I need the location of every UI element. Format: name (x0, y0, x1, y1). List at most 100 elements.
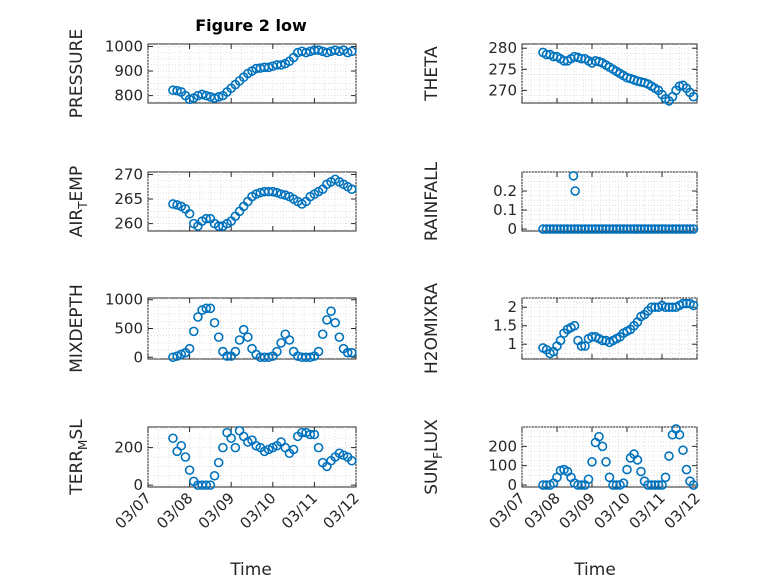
data-point (188, 326, 199, 337)
y-axis-label: H2OMIXRA (422, 283, 442, 374)
y-tick-label: 270 (114, 165, 143, 183)
subplot-pressure: 800 900 1000 PRESSURE (67, 29, 357, 118)
y-tick-label: 0.2 (493, 182, 517, 200)
data-point (251, 189, 261, 199)
data-point (172, 85, 182, 96)
data-point (213, 92, 224, 102)
data-point (541, 224, 552, 234)
data-point (168, 199, 178, 209)
data-point (230, 346, 241, 357)
data-point (276, 189, 286, 199)
data-point (334, 332, 345, 342)
data-point (664, 451, 674, 461)
data-point (276, 338, 286, 348)
y-axis-label-subscript: F (431, 452, 445, 459)
data-point (218, 442, 228, 453)
data-point (184, 465, 195, 475)
data-point (618, 224, 629, 234)
data-point (646, 224, 657, 234)
data-point (322, 47, 332, 58)
y-tick-label: 280 (488, 39, 517, 57)
x-tick-label: 03/09 (556, 489, 599, 532)
data-point (263, 352, 274, 363)
data-point (342, 347, 353, 358)
data-point (674, 429, 685, 440)
y-tick-label: 0 (507, 220, 517, 238)
data-point (272, 187, 282, 198)
y-axis-label: AIRTEMP (67, 166, 90, 237)
y-axis-label-main: AIR (67, 209, 87, 238)
data-point (643, 480, 653, 490)
data-point (576, 224, 587, 234)
x-tick-label: 03/08 (521, 489, 564, 532)
data-point (317, 329, 328, 340)
data-point (205, 480, 216, 490)
x-axis-label-right: Time (573, 560, 616, 580)
data-point (267, 186, 278, 197)
data-point (559, 224, 569, 234)
y-axis-label: TERRMSL (67, 419, 90, 496)
data-point (566, 224, 576, 234)
y-tick-label: 265 (114, 190, 143, 208)
data-point (639, 224, 650, 234)
data-point (272, 346, 282, 357)
data-point (678, 298, 688, 309)
x-tick-label: 03/08 (153, 489, 196, 532)
y-axis-label-main: PRESSURE (67, 29, 87, 118)
data-point (576, 341, 587, 351)
data-point (305, 429, 316, 440)
data-point (347, 46, 357, 57)
y-axis-label-tail: LUX (422, 419, 442, 452)
data-point (587, 457, 597, 467)
data-point (276, 60, 286, 70)
data-point (685, 224, 695, 234)
y-tick-label: 1.5 (493, 317, 517, 335)
y-tick-label: 500 (114, 320, 143, 338)
data-point (601, 457, 611, 467)
data-point (569, 224, 580, 234)
y-tick-label: 0 (507, 476, 517, 494)
y-tick-label: 0 (133, 348, 143, 366)
data-point (545, 224, 555, 234)
data-point (552, 224, 562, 234)
data-point (608, 224, 618, 234)
data-point (664, 224, 674, 234)
data-point (622, 464, 632, 475)
data-point (309, 429, 320, 440)
data-point (583, 224, 594, 234)
data-point (184, 208, 195, 219)
data-point (168, 433, 178, 444)
data-point (688, 224, 699, 234)
data-point (646, 480, 657, 490)
y-axis-label-main: MIXDEPTH (67, 284, 87, 373)
data-point (313, 45, 324, 55)
data-point (347, 347, 357, 358)
data-point (184, 343, 195, 354)
x-tick-label: 03/11 (626, 489, 669, 532)
x-tick-label: 03/12 (320, 489, 363, 532)
y-axis-label: MIXDEPTH (67, 284, 87, 373)
data-point (347, 184, 357, 195)
data-point (653, 224, 664, 234)
data-point (538, 224, 548, 234)
data-point (301, 47, 311, 58)
data-point (587, 224, 597, 234)
y-tick-label: 275 (488, 60, 517, 78)
data-point (201, 303, 212, 314)
x-tick-label: 03/07 (112, 489, 155, 532)
data-point (209, 93, 220, 103)
y-axis-label-main: H2OMIXRA (422, 283, 442, 374)
data-point (632, 224, 643, 234)
data-point (660, 472, 671, 483)
data-point (555, 335, 566, 346)
x-tick-label: 03/10 (236, 489, 279, 532)
axes-box (521, 171, 698, 232)
data-point (681, 464, 692, 475)
data-point (594, 224, 604, 234)
data-point (176, 440, 187, 451)
data-point (678, 445, 688, 456)
y-axis-label-main: THETA (422, 46, 442, 102)
x-tick-label: 03/09 (195, 489, 238, 532)
